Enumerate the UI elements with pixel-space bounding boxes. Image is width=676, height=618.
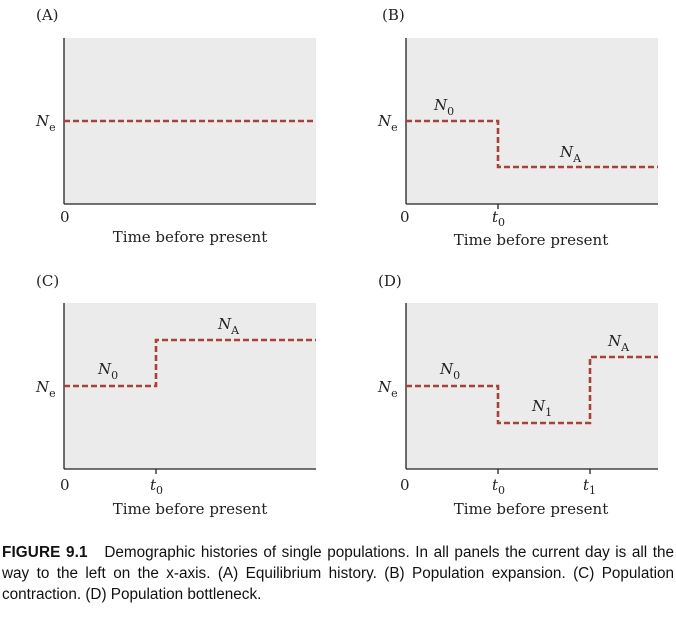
panel-c-population-line (64, 338, 316, 388)
panel-d-n0-label: N0 (439, 360, 460, 382)
caption-text: Demographic histories of single populati… (2, 544, 675, 603)
panel-b-xlabel: Time before present (454, 231, 608, 249)
panel-d-n1-label: N1 (531, 397, 552, 419)
panel-a-ylabel: Ne (35, 112, 56, 134)
panel-c-na-label: NA (217, 315, 240, 337)
panel-a-zero: 0 (60, 208, 70, 226)
panel-b-ylabel: Ne (377, 112, 398, 134)
panel-d-ylabel: Ne (377, 378, 398, 400)
panel-d-population-line (406, 355, 658, 425)
panel-c-n0-label: N0 (97, 360, 118, 382)
panel-d-zero: 0 (400, 476, 410, 494)
panel-d: (D) Ne 0 t0 t1 Time before present N0 N1… (377, 272, 658, 518)
panel-a: (A) Ne 0 Time before present (35, 6, 316, 246)
panel-b-zero: 0 (400, 208, 410, 226)
panel-d-xlabel: Time before present (454, 500, 608, 518)
panel-b-t0-label: t0 (492, 208, 505, 229)
panel-c-zero: 0 (60, 476, 70, 494)
panel-c: (C) Ne 0 t0 Time before present N0 NA (35, 272, 316, 518)
panel-b: (B) Ne 0 t0 Time before present N0 NA (377, 6, 658, 249)
figure-panels: (A) Ne 0 Time before present (B) Ne 0 t0… (35, 6, 658, 518)
panel-a-xlabel: Time before present (113, 228, 267, 246)
panel-d-t0-label: t0 (492, 476, 505, 497)
figure-number: FIGURE 9.1 (2, 544, 88, 561)
panel-c-t0-label: t0 (150, 476, 163, 497)
panel-d-na-label: NA (607, 332, 630, 354)
panel-d-label: (D) (378, 272, 402, 290)
panel-b-n0-label: N0 (433, 96, 454, 118)
panel-b-na-label: NA (559, 143, 582, 165)
figure-caption: FIGURE 9.1 Demographic histories of sing… (2, 542, 674, 605)
panel-b-label: (B) (382, 6, 405, 24)
panel-c-label: (C) (36, 272, 59, 290)
panel-b-population-line (406, 119, 658, 169)
panel-c-ylabel: Ne (35, 378, 56, 400)
panel-d-t1-label: t1 (583, 476, 596, 497)
panel-c-xlabel: Time before present (113, 500, 267, 518)
panel-a-label: (A) (36, 6, 59, 24)
